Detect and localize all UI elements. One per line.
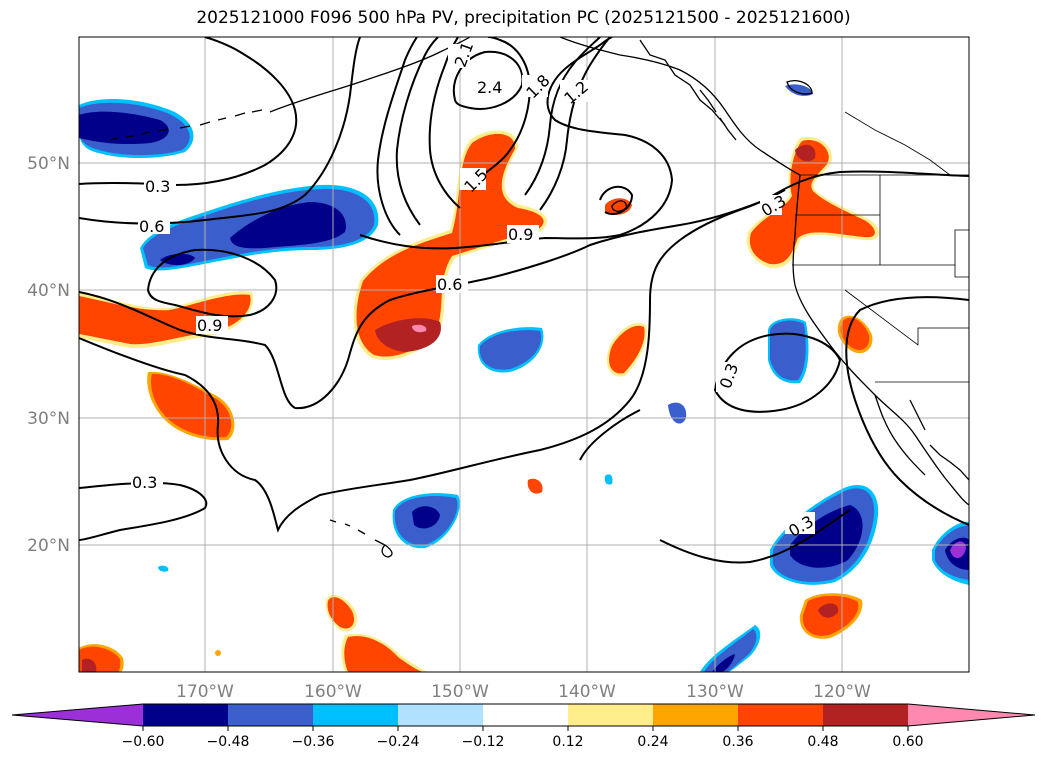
colorbar-tick-label: 0.24 (637, 734, 668, 750)
contour-label-0-9-west: 0.9 (197, 316, 222, 335)
colorbar-tick-label: 0.36 (722, 734, 753, 750)
colorbar-segment (398, 704, 483, 726)
lon-label-160w: 160°W (304, 682, 362, 702)
lon-label-170w: 170°W (176, 682, 234, 702)
lon-label-140w: 140°W (558, 682, 616, 702)
colorbar-segment (568, 704, 653, 726)
colorbar-segment (823, 704, 908, 726)
lat-label-20n: 20°N (27, 536, 70, 556)
latitude-labels: 50°N 40°N 30°N 20°N (27, 154, 70, 556)
lat-label-40n: 40°N (27, 281, 70, 301)
lon-label-120w: 120°W (813, 682, 871, 702)
contour-label-0-6-center: 0.6 (437, 275, 462, 294)
colorbar-segment (228, 704, 313, 726)
contour-label-0-6-west: 0.6 (139, 217, 164, 236)
graticule (79, 37, 969, 672)
colorbar-tick-label: −0.60 (122, 734, 165, 750)
contour-label-2-4: 2.4 (477, 78, 502, 97)
colorbar: −0.60 −0.48 −0.36 −0.24 −0.12 0.12 0.24 0.36 0.4… (11, 703, 1036, 750)
colorbar-tick-label: 0.48 (807, 734, 838, 750)
colorbar-segment (653, 704, 738, 726)
map-title: 2025121000 F096 500 hPa PV, precipitatio… (196, 8, 851, 28)
colorbar-segment (313, 704, 398, 726)
colorbar-segment (738, 704, 823, 726)
colorbar-tick-label: 0.12 (552, 734, 583, 750)
lon-label-150w: 150°W (431, 682, 489, 702)
colorbar-extend-min (12, 704, 143, 726)
lat-label-50n: 50°N (27, 154, 70, 174)
contour-label-0-3-north: 0.3 (145, 177, 170, 196)
longitude-labels: 170°W 160°W 150°W 140°W 130°W 120°W (176, 682, 871, 702)
map-frame (78, 36, 970, 673)
lon-label-130w: 130°W (686, 682, 744, 702)
colorbar-tick-label: −0.12 (462, 734, 505, 750)
lat-label-30n: 30°N (27, 409, 70, 429)
contour-label-0-3-south: 0.3 (132, 473, 157, 492)
colorbar-segment (483, 704, 568, 726)
colorbar-segment (143, 704, 228, 726)
contour-label-0-9-center: 0.9 (508, 225, 533, 244)
colorbar-tick-label: −0.36 (292, 734, 335, 750)
map-content: 2.4 2.1 1.8 1.5 1.2 0.9 0.9 0.6 0.6 0.3 … (79, 37, 969, 672)
colorbar-tick-label: −0.48 (207, 734, 250, 750)
colorbar-tick-label: 0.60 (892, 734, 923, 750)
pv-contours (79, 37, 969, 564)
colorbar-extend-max (908, 704, 1035, 726)
colorbar-tick-label: −0.24 (377, 734, 420, 750)
